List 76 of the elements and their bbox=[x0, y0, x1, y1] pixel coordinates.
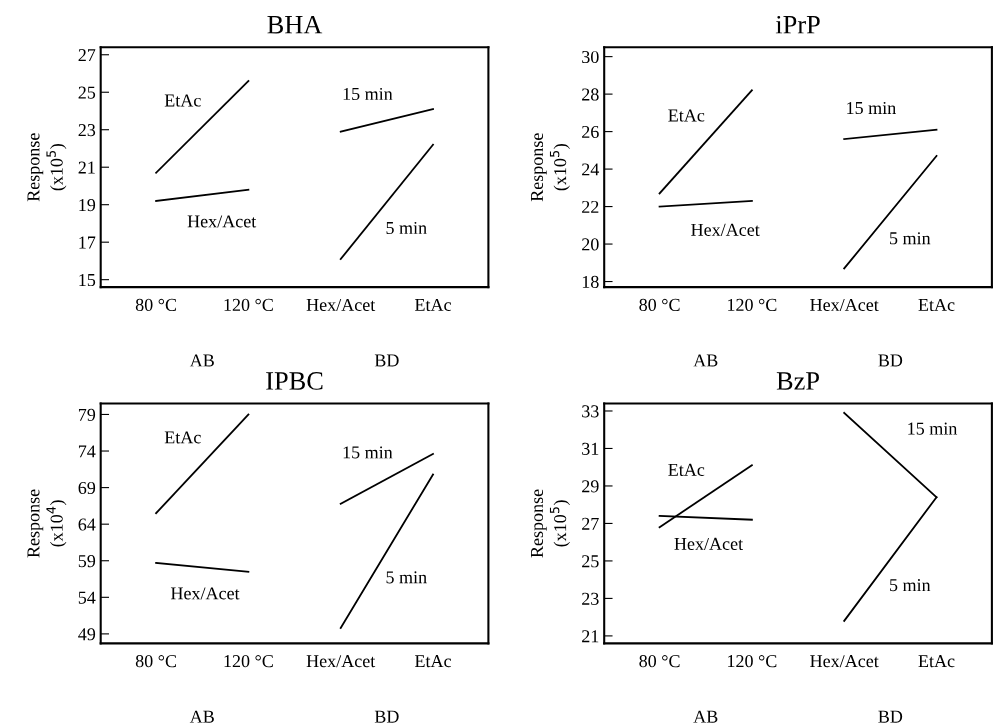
y-tick-label: 15 bbox=[79, 274, 96, 287]
y-tick-label: 18 bbox=[582, 275, 599, 288]
series-label: Hex/Acet bbox=[674, 537, 743, 550]
y-tick-label: 26 bbox=[582, 125, 599, 139]
y-tick-label: 19 bbox=[79, 199, 96, 212]
series-label: 5 min bbox=[890, 232, 931, 245]
y-tick-label: 17 bbox=[79, 236, 96, 249]
series-label: 5 min bbox=[386, 221, 427, 235]
text: AB bbox=[189, 710, 214, 723]
text: BD bbox=[374, 354, 399, 367]
x-tick-label: 120 °C bbox=[224, 298, 273, 311]
y-tick-label: 74 bbox=[78, 445, 96, 458]
y-axis-title: Response (x10$^{4}$) bbox=[27, 489, 67, 558]
chart-title: BHA bbox=[267, 15, 323, 34]
x-tick-label: 80 °C bbox=[639, 655, 680, 668]
y-tick-label: 59 bbox=[78, 555, 96, 568]
x-tick-label: EtAc bbox=[918, 655, 955, 668]
chart-title: iPrP bbox=[775, 15, 820, 34]
text: AB bbox=[189, 354, 214, 367]
x-tick-label: 120 °C bbox=[728, 298, 777, 311]
x-tick-label: Hex/Acet bbox=[810, 655, 879, 668]
series-label: EtAc bbox=[164, 94, 201, 107]
x-tick-label: 120 °C bbox=[728, 655, 777, 668]
text: AB bbox=[693, 710, 718, 723]
y-tick-label: 27 bbox=[78, 49, 96, 62]
series-label: 15 min bbox=[343, 87, 393, 101]
series-label: EtAc bbox=[668, 109, 705, 122]
y-tick-label: 23 bbox=[78, 124, 96, 137]
text: BD bbox=[374, 710, 399, 723]
y-tick-label: 25 bbox=[582, 555, 599, 568]
y-tick-label: 22 bbox=[582, 200, 599, 213]
y-tick-label: 20 bbox=[582, 238, 599, 251]
y-tick-label: 21 bbox=[78, 161, 95, 174]
x-tick-label: 80 °C bbox=[135, 298, 177, 311]
y-tick-label: 24 bbox=[582, 163, 600, 176]
y-tick-label: 21 bbox=[582, 630, 599, 643]
y-tick-label: 27 bbox=[582, 517, 599, 530]
y-tick-label: 54 bbox=[78, 591, 96, 604]
series-label: 15 min bbox=[343, 446, 393, 459]
y-tick-label: 31 bbox=[582, 442, 599, 455]
text: BD bbox=[878, 354, 903, 367]
y-tick-label: 64 bbox=[78, 518, 96, 531]
y-tick-label: 25 bbox=[78, 86, 96, 99]
y-tick-label: 29 bbox=[582, 480, 599, 493]
y-axis-title: Response (x10$^{5}$) bbox=[531, 489, 570, 558]
y-tick-label: 79 bbox=[78, 408, 96, 421]
y-axis-title: Response (x10$^{5}$) bbox=[531, 133, 570, 202]
y-tick-label: 33 bbox=[582, 405, 599, 418]
series-label: EtAc bbox=[668, 463, 705, 476]
series-label: Hex/Acet bbox=[170, 587, 240, 600]
series-label: 15 min bbox=[847, 101, 896, 115]
y-tick-label: 23 bbox=[582, 592, 599, 605]
x-tick-label: 80 °C bbox=[639, 298, 680, 311]
y-tick-label: 30 bbox=[582, 50, 599, 64]
x-tick-label: Hex/Acet bbox=[306, 655, 376, 668]
x-tick-label: 120 °C bbox=[224, 655, 273, 668]
chart-title: BzP bbox=[776, 372, 819, 390]
x-tick-label: EtAc bbox=[918, 298, 955, 311]
y-axis-title: Response (x10$^{5}$) bbox=[27, 133, 67, 202]
series-label: 15 min bbox=[908, 422, 958, 435]
x-tick-label: EtAc bbox=[414, 298, 451, 311]
x-tick-label: Hex/Acet bbox=[810, 298, 879, 311]
series-label: Hex/Acet bbox=[187, 215, 257, 228]
x-tick-label: EtAc bbox=[414, 655, 451, 668]
y-tick-label: 28 bbox=[582, 88, 599, 101]
x-tick-label: 80 °C bbox=[135, 655, 177, 668]
chart-title: IPBC bbox=[266, 372, 323, 390]
series-label: 5 min bbox=[386, 571, 427, 584]
y-tick-label: 49 bbox=[78, 628, 96, 641]
series-label: Hex/Acet bbox=[691, 223, 760, 236]
text: AB bbox=[693, 354, 718, 367]
text: BD bbox=[878, 710, 903, 723]
y-tick-label: 69 bbox=[78, 481, 96, 495]
series-label: EtAc bbox=[164, 431, 201, 444]
series-label: 5 min bbox=[890, 579, 931, 592]
x-tick-label: Hex/Acet bbox=[306, 298, 376, 311]
